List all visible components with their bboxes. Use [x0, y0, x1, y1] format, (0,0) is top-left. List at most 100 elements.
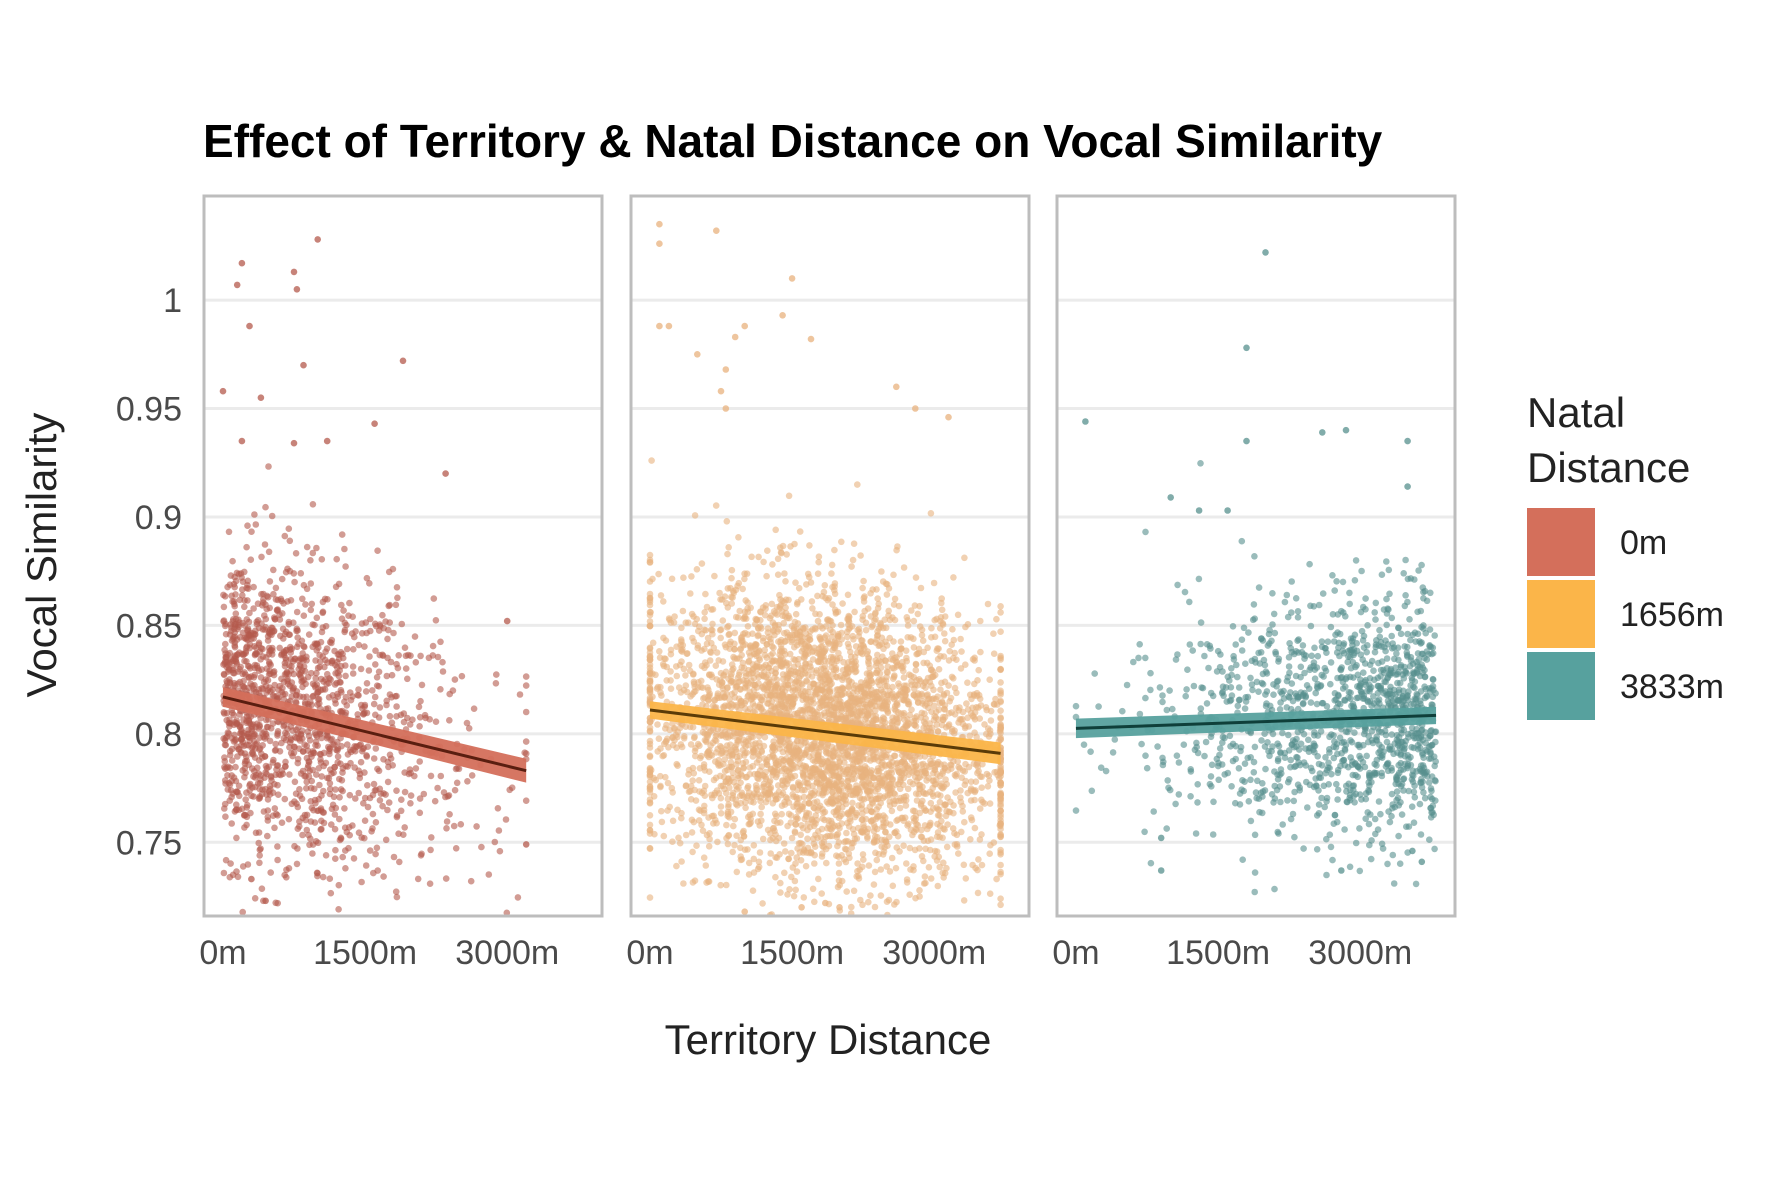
data-point [241, 773, 248, 781]
data-point [830, 710, 838, 717]
data-point [699, 701, 706, 708]
data-point [334, 651, 342, 658]
data-point [270, 566, 277, 574]
data-point [805, 688, 812, 696]
data-point [350, 646, 357, 653]
data-point [349, 822, 356, 829]
data-point [364, 782, 371, 789]
data-point [369, 687, 376, 694]
data-point [285, 525, 293, 532]
data-point [243, 789, 250, 796]
data-point [859, 863, 866, 871]
data-point [911, 807, 918, 815]
data-point [717, 772, 724, 780]
data-point [910, 863, 917, 870]
data-point [468, 772, 476, 779]
data-point [869, 622, 876, 629]
data-point [704, 634, 712, 642]
data-point [247, 556, 255, 563]
data-point [342, 662, 349, 669]
data-point [339, 650, 346, 658]
data-point [309, 549, 317, 557]
data-point [322, 852, 330, 859]
data-point [357, 665, 365, 673]
data-point [258, 590, 265, 598]
data-point [303, 778, 311, 786]
data-point [244, 522, 251, 529]
data-point [742, 615, 750, 622]
data-point [728, 566, 736, 574]
data-point [848, 679, 855, 686]
data-point [453, 779, 461, 787]
data-point [292, 698, 300, 706]
data-point [257, 644, 265, 652]
data-point [300, 643, 308, 650]
data-point [340, 607, 347, 614]
data-point [274, 762, 282, 769]
data-point [426, 716, 434, 723]
data-point [417, 652, 424, 660]
data-point [363, 753, 371, 760]
data-point-outlier [246, 322, 253, 330]
data-point [333, 555, 341, 563]
data-point [977, 648, 984, 656]
data-point [764, 671, 772, 678]
data-point [646, 652, 654, 660]
data-point [303, 826, 311, 834]
data-point [893, 700, 900, 708]
data-point [222, 640, 229, 648]
data-point [766, 779, 773, 786]
data-point [849, 556, 857, 564]
data-point [941, 613, 949, 620]
data-point [903, 614, 911, 621]
data-point [882, 657, 889, 665]
data-point [731, 841, 738, 849]
data-point [934, 728, 942, 735]
data-point [741, 846, 749, 853]
data-point [872, 662, 880, 670]
data-point [258, 885, 266, 892]
data-point [688, 573, 695, 580]
data-point [954, 758, 961, 765]
data-point [682, 619, 690, 626]
data-point [938, 817, 945, 825]
data-point [748, 553, 755, 561]
data-point [264, 807, 272, 814]
data-point [809, 885, 817, 893]
data-point [912, 574, 920, 581]
data-point [415, 703, 423, 711]
data-point [522, 797, 530, 804]
data-point [900, 842, 907, 849]
data-point [945, 682, 952, 689]
data-point [385, 763, 392, 771]
data-point [837, 672, 844, 680]
data-point [321, 663, 328, 671]
data-point [921, 753, 929, 760]
data-point [734, 802, 741, 809]
data-point [467, 877, 475, 885]
data-point [997, 782, 1004, 789]
data-point [319, 873, 327, 881]
data-point [865, 862, 873, 869]
data-point [869, 751, 877, 759]
data-point [241, 750, 249, 757]
data-point [785, 492, 793, 500]
data-point [895, 683, 903, 690]
data-point [834, 691, 842, 699]
data-point [997, 603, 1004, 610]
data-point [900, 674, 908, 681]
data-point [761, 646, 768, 654]
data-point [464, 778, 471, 785]
data-point [795, 754, 803, 762]
data-point [679, 607, 687, 615]
data-point [388, 719, 396, 726]
data-point [774, 555, 782, 563]
data-point [953, 843, 961, 850]
data-point [823, 750, 830, 757]
data-point [284, 677, 291, 685]
data-point [457, 821, 465, 828]
data-point [658, 818, 666, 826]
data-point [249, 682, 256, 690]
data-point [226, 747, 234, 755]
data-point [646, 827, 654, 834]
